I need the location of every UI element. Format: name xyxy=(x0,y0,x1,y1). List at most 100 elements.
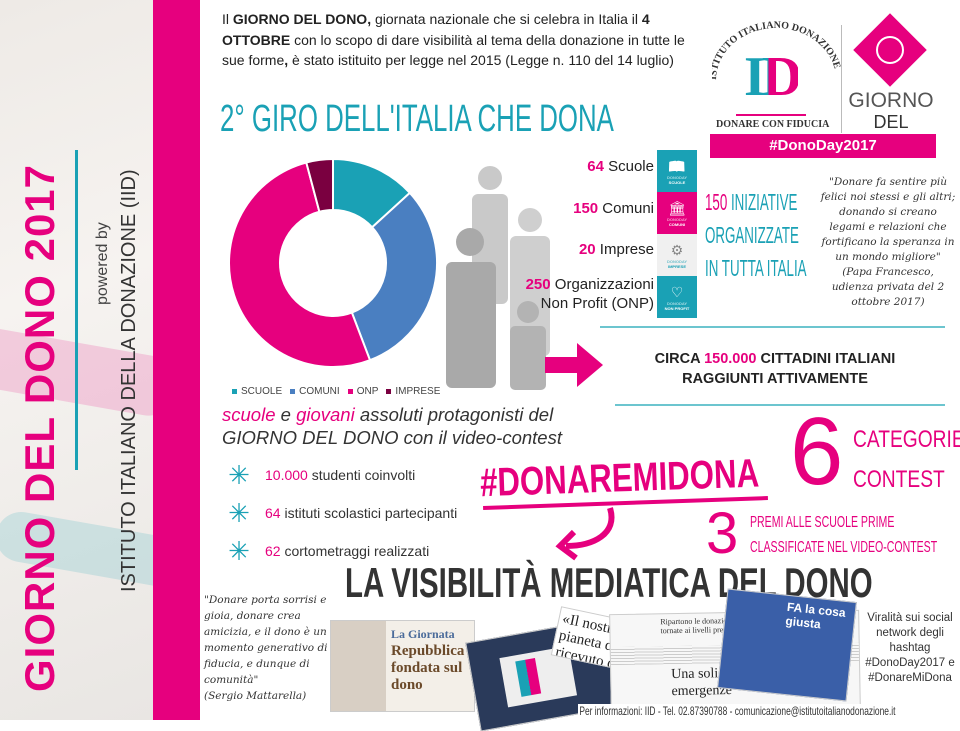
stat-number: 150 xyxy=(573,200,599,217)
quote-source: (Papa Francesco, udienza privata del 2 o… xyxy=(831,266,945,308)
divider xyxy=(615,404,945,406)
bullet-number: 64 xyxy=(265,505,281,521)
bullet-label: cortometraggi realizzati xyxy=(280,543,430,559)
media-title: LA VISIBILITÀ MEDIATICA DEL DONO xyxy=(345,562,960,604)
donut-slice-onp xyxy=(228,161,372,368)
legend-label: ONP xyxy=(356,386,379,397)
asterisk-icon: ✳ xyxy=(228,498,250,528)
legend-item: SCUOLE xyxy=(232,386,282,397)
contest-three: 3 xyxy=(706,501,739,566)
category-tile: 📖 DONODAY SCUOLE xyxy=(657,150,697,192)
schools-word: e xyxy=(275,404,297,425)
people-silhouettes-icon xyxy=(446,166,550,390)
divider xyxy=(600,326,945,328)
legend-label: SCUOLE xyxy=(241,386,283,397)
tile-tag: DONODAY xyxy=(666,300,688,306)
building-icon: 🏛 xyxy=(668,199,686,216)
gears-icon: ⚙ xyxy=(670,241,684,258)
citizens-text: CITTADINI ITALIANI xyxy=(756,351,896,367)
social-virality: Viralità sui social network degli hashta… xyxy=(865,612,955,684)
tile-tag: DONODAY xyxy=(666,216,688,222)
stat-label: Imprese xyxy=(595,241,654,258)
asterisk-icon: ✳ xyxy=(228,460,250,490)
contest-categories: CATEGORIE CONTEST xyxy=(853,420,960,500)
giorno-del-dono-diamond-icon xyxy=(853,13,927,87)
legend-swatch xyxy=(232,388,237,394)
donut-chart xyxy=(228,157,438,368)
legend-swatch xyxy=(386,388,392,394)
tile-label: SCUOLE xyxy=(668,179,686,185)
headline: 2° GIRO DELL'ITALIA CHE DONA xyxy=(220,98,614,140)
legend-swatch xyxy=(290,388,296,394)
stat-organizzazioni: 250 Organizzazioni Non Profit (ONP) xyxy=(526,275,654,313)
bullet-item: ✳ 64 istituti scolastici partecipanti xyxy=(228,498,457,528)
initiatives-line: INIZIATIVE xyxy=(727,189,798,215)
stat-number: 64 xyxy=(587,158,604,175)
logo-arc-text: ISTITUTO ITALIANO DONAZIONE xyxy=(712,20,842,80)
stat-number: 250 xyxy=(525,276,551,293)
initiatives-line: IN TUTTA ITALIA xyxy=(705,255,807,281)
footer-contact: Per informazioni: IID - Tel. 02.87390788… xyxy=(578,704,897,718)
schools-text: scuole e giovani assoluti protagonisti d… xyxy=(222,403,562,449)
intro-part: è stato istituito per legge nel 2015 (Le… xyxy=(288,52,674,68)
divider xyxy=(75,150,78,470)
contest-prizes: PREMI ALLE SCUOLE PRIME CLASSIFICATE NEL … xyxy=(750,510,960,560)
intro-bold: , xyxy=(284,52,289,68)
schools-word: assoluti protagonisti del xyxy=(354,404,554,425)
clip-kicker: La Giornata xyxy=(391,627,455,641)
intro-part: giornata nazionale che si celebra in Ita… xyxy=(371,11,642,27)
intro-bold: GIORNO DEL DONO, xyxy=(232,11,372,27)
quote-text: "Donare porta sorrisi e gioia, donare cr… xyxy=(204,594,328,686)
bullet-label: studenti coinvolti xyxy=(307,467,416,483)
bullet-item: ✳ 10.000 studenti coinvolti xyxy=(228,460,415,490)
category-tile: ♡ DONODAY NON PROFIT xyxy=(657,276,697,318)
legend-item: IMPRESE xyxy=(386,386,440,397)
logo-tagline: DONARE CON FIDUCIA xyxy=(716,119,830,130)
stat-scuole: 64 Scuole xyxy=(587,158,654,176)
legend-item: ONP xyxy=(347,386,379,397)
legend-swatch xyxy=(347,388,353,394)
contest-label: CONTEST xyxy=(853,466,945,493)
category-tile: ⚙ DONODAY IMPRESE xyxy=(657,234,697,276)
press-clipping: La Giornata Repubblica fondata sul dono xyxy=(330,620,475,712)
contest-label: CATEGORIE xyxy=(853,426,960,453)
stat-comuni: 150 Comuni xyxy=(573,200,654,218)
tile-label: NON PROFIT xyxy=(664,305,690,311)
powered-by: powered by xyxy=(94,222,111,305)
sidebar-org: ISTITUTO ITALIANO DELLA DONAZIONE (IID) xyxy=(118,169,140,592)
contest-prize-line: CLASSIFICATE NEL VIDEO-CONTEST xyxy=(750,539,938,556)
quote-pope: "Donare fa sentire più felici noi stessi… xyxy=(820,175,956,310)
book-icon: 📖 xyxy=(668,157,686,174)
logo: ISTITUTO ITALIANO DONAZIONE ID DONARE CO… xyxy=(706,10,942,158)
quote-mattarella: "Donare porta sorrisi e gioia, donare cr… xyxy=(204,592,328,704)
initiatives-line: ORGANIZZATE xyxy=(705,222,799,248)
logo-mark: ID xyxy=(744,46,802,108)
bullet-text: 10.000 studenti coinvolti xyxy=(265,467,415,483)
bullet-number: 10.000 xyxy=(265,467,308,483)
logo-rule xyxy=(736,114,806,116)
bullet-text: 64 istituti scolastici partecipanti xyxy=(265,505,457,521)
citizens-text: CIRCA xyxy=(654,351,705,367)
sidebar-title: GIORNO DEL DONO 2017 xyxy=(16,163,63,692)
citizens-reached: CIRCA 150.000 CITTADINI ITALIANI RAGGIUNT… xyxy=(610,349,940,389)
quote-text: "Donare fa sentire più felici noi stessi… xyxy=(820,176,956,263)
curved-arrow-icon xyxy=(555,507,615,561)
bullet-text: 62 cortometraggi realizzati xyxy=(265,543,429,559)
initiatives-number: 150 xyxy=(705,189,728,215)
donut-slice-comuni xyxy=(350,191,438,362)
intro-part: Il xyxy=(222,11,233,27)
bullet-label: istituti scolastici partecipanti xyxy=(280,505,458,521)
schools-word: giovani xyxy=(296,404,355,425)
stat-number: 20 xyxy=(578,241,596,258)
pink-band xyxy=(153,0,200,720)
bullet-item: ✳ 62 cortometraggi realizzati xyxy=(228,538,429,564)
stat-imprese: 20 Imprese xyxy=(579,241,654,259)
contest-prize-line: PREMI ALLE SCUOLE PRIME xyxy=(750,514,895,531)
stat-label: Non Profit (ONP) xyxy=(540,295,654,312)
tile-label: IMPRESE xyxy=(667,263,686,269)
heart-icon: ♡ xyxy=(670,283,684,300)
arrow-right-icon xyxy=(545,343,603,387)
legend-label: IMPRESE xyxy=(395,386,441,397)
tile-tag: DONODAY xyxy=(666,174,688,180)
initiatives: 150 INIZIATIVE ORGANIZZATE IN TUTTA ITAL… xyxy=(705,186,880,285)
